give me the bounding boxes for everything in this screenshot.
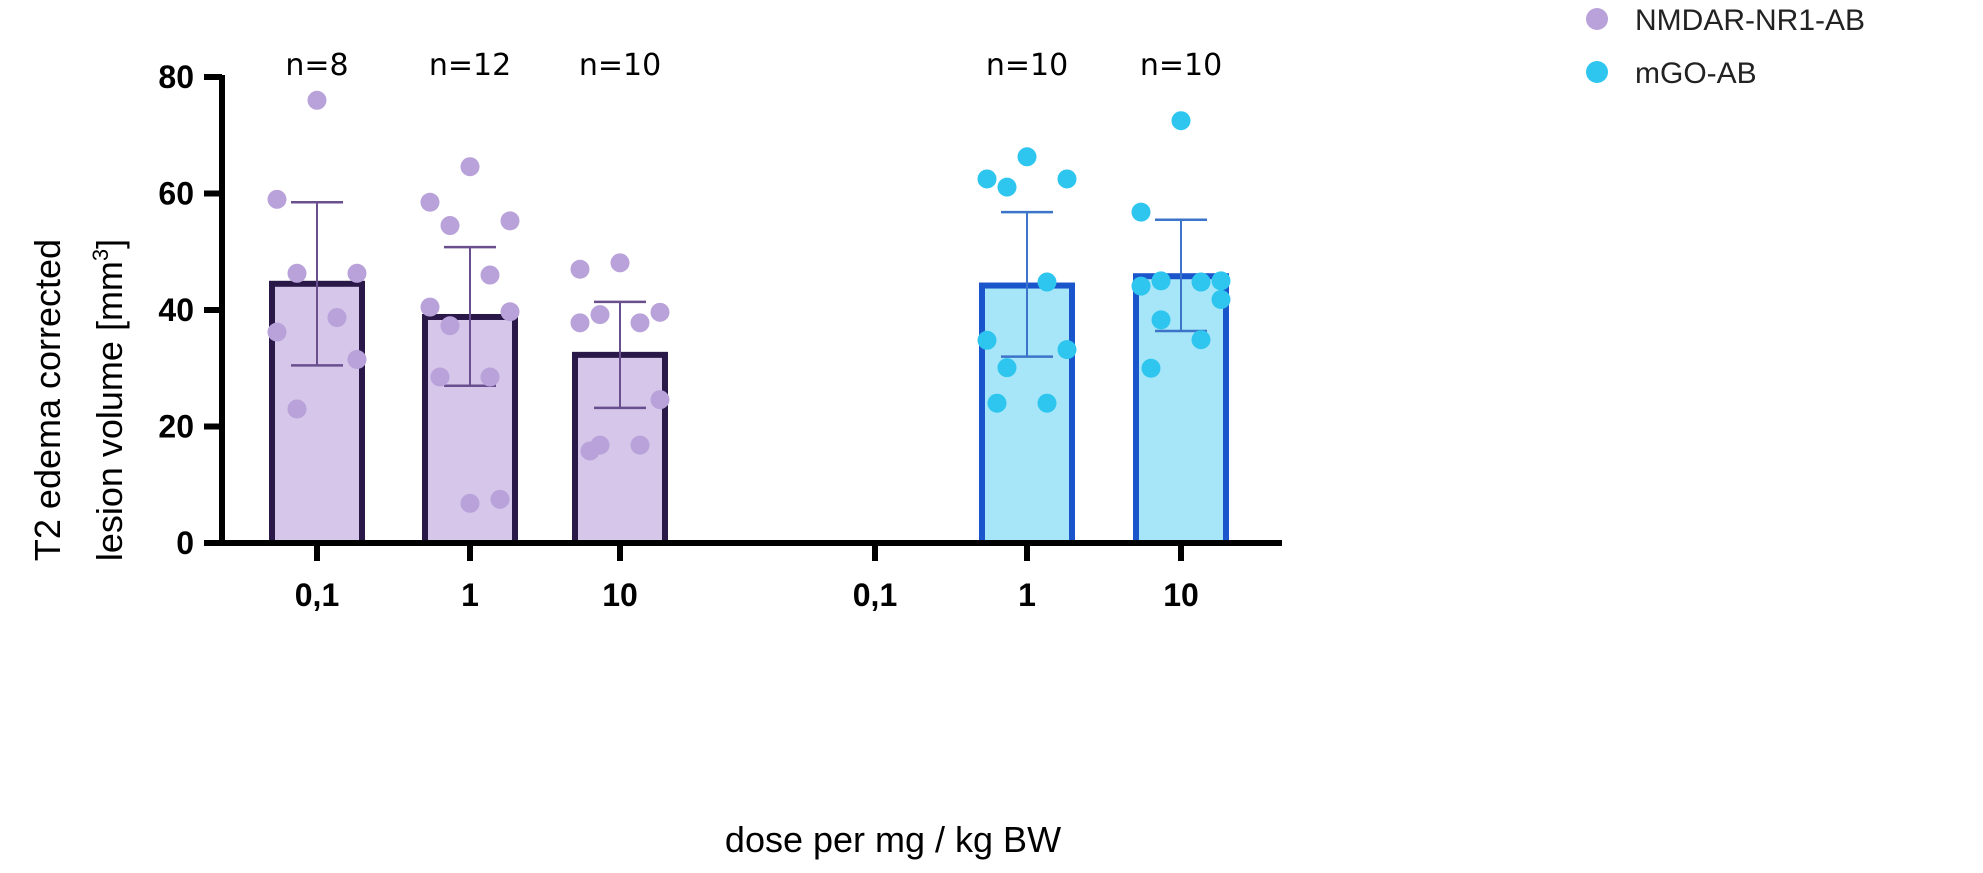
data-point-0-0-2 (347, 263, 367, 283)
data-point-1-0-0 (1017, 147, 1037, 167)
y-tick-label-0: 0 (176, 525, 194, 561)
n-label-0-2: n=10 (579, 48, 661, 83)
data-point-1-0-8 (1037, 393, 1057, 413)
y-tick-label-4: 80 (158, 59, 194, 95)
data-point-0-2-6 (650, 390, 670, 410)
data-point-0-2-9 (580, 441, 600, 461)
data-point-0-1-1 (420, 192, 440, 212)
data-point-1-1-9 (1141, 358, 1161, 378)
y-axis-title-superscript: 3 (88, 249, 113, 261)
data-point-1-0-7 (997, 358, 1017, 378)
data-point-0-2-3 (590, 305, 610, 325)
data-point-1-1-0 (1171, 111, 1191, 131)
x-tick-label-2: 10 (602, 577, 638, 613)
plot-area: n=8 n=12 n=10 n=10 n=10 0 20 40 60 80 0,1 1 10 0,1 1 10 (158, 48, 1282, 613)
bar-1-0 (979, 282, 1075, 546)
data-point-0-0-6 (347, 350, 367, 370)
data-point-0-0-0 (307, 90, 327, 110)
data-point-0-1-7 (440, 316, 460, 336)
data-point-1-1-7 (1151, 310, 1171, 330)
data-point-0-1-2 (500, 211, 520, 231)
y-axis-title-line1: T2 edema corrected (27, 239, 68, 561)
x-tick-label-5: 10 (1163, 577, 1199, 613)
data-point-0-0-3 (287, 263, 307, 283)
data-point-1-1-4 (1191, 272, 1211, 292)
data-point-0-1-3 (440, 216, 460, 236)
data-point-1-1-8 (1191, 330, 1211, 350)
data-point-0-2-2 (650, 302, 670, 322)
y-tick-label-2: 40 (158, 292, 194, 328)
data-point-0-0-5 (267, 322, 287, 342)
data-point-0-1-5 (420, 297, 440, 317)
x-tick-label-1: 1 (461, 577, 479, 613)
n-label-0-1: n=12 (429, 48, 511, 83)
data-point-0-0-4 (327, 308, 347, 328)
data-point-0-1-6 (500, 302, 520, 322)
n-label-1-0: n=10 (986, 48, 1068, 83)
data-point-0-1-11 (460, 493, 480, 513)
y-tick-label-1: 20 (158, 409, 194, 445)
y-tick-label-3: 60 (158, 176, 194, 212)
data-point-1-1-6 (1211, 290, 1231, 310)
data-point-0-1-0 (460, 157, 480, 177)
data-point-0-2-4 (630, 313, 650, 333)
n-label-1-1: n=10 (1140, 48, 1222, 83)
data-point-0-2-8 (630, 435, 650, 455)
data-point-0-0-7 (287, 399, 307, 419)
data-point-0-1-10 (490, 489, 510, 509)
data-point-0-1-9 (430, 367, 450, 387)
data-point-0-1-8 (480, 367, 500, 387)
y-axis-title-line2: lesion volume [mm3] (88, 239, 130, 561)
data-point-0-2-5 (570, 313, 590, 333)
legend-label-mgo: mGO-AB (1635, 57, 1757, 90)
data-point-1-0-3 (997, 177, 1017, 197)
data-point-1-0-4 (1037, 272, 1057, 292)
legend-marker-mgo (1586, 61, 1608, 83)
legend-marker-nmdar (1586, 8, 1608, 30)
data-point-1-1-1 (1131, 202, 1151, 222)
n-label-0-0: n=8 (285, 48, 348, 83)
data-point-1-0-5 (977, 330, 997, 350)
data-point-1-0-2 (1057, 169, 1077, 189)
data-point-1-1-2 (1211, 271, 1231, 291)
data-point-1-0-1 (977, 169, 997, 189)
data-point-1-1-5 (1131, 276, 1151, 296)
data-point-0-1-4 (480, 265, 500, 285)
data-point-1-1-3 (1151, 271, 1171, 291)
data-point-0-0-1 (267, 189, 287, 209)
x-tick-label-0: 0,1 (295, 577, 339, 613)
y-axis-title: T2 edema corrected (27, 239, 68, 561)
data-point-0-2-1 (570, 259, 590, 279)
x-tick-label-4: 1 (1018, 577, 1036, 613)
data-point-1-0-6 (1057, 340, 1077, 360)
legend: NMDAR-NR1-AB mGO-AB (1586, 4, 1865, 90)
data-point-0-2-0 (610, 253, 630, 273)
legend-label-nmdar: NMDAR-NR1-AB (1635, 4, 1865, 37)
x-axis-title: dose per mg / kg BW (725, 819, 1061, 860)
data-point-1-0-9 (987, 393, 1007, 413)
x-tick-label-3: 0,1 (853, 577, 897, 613)
